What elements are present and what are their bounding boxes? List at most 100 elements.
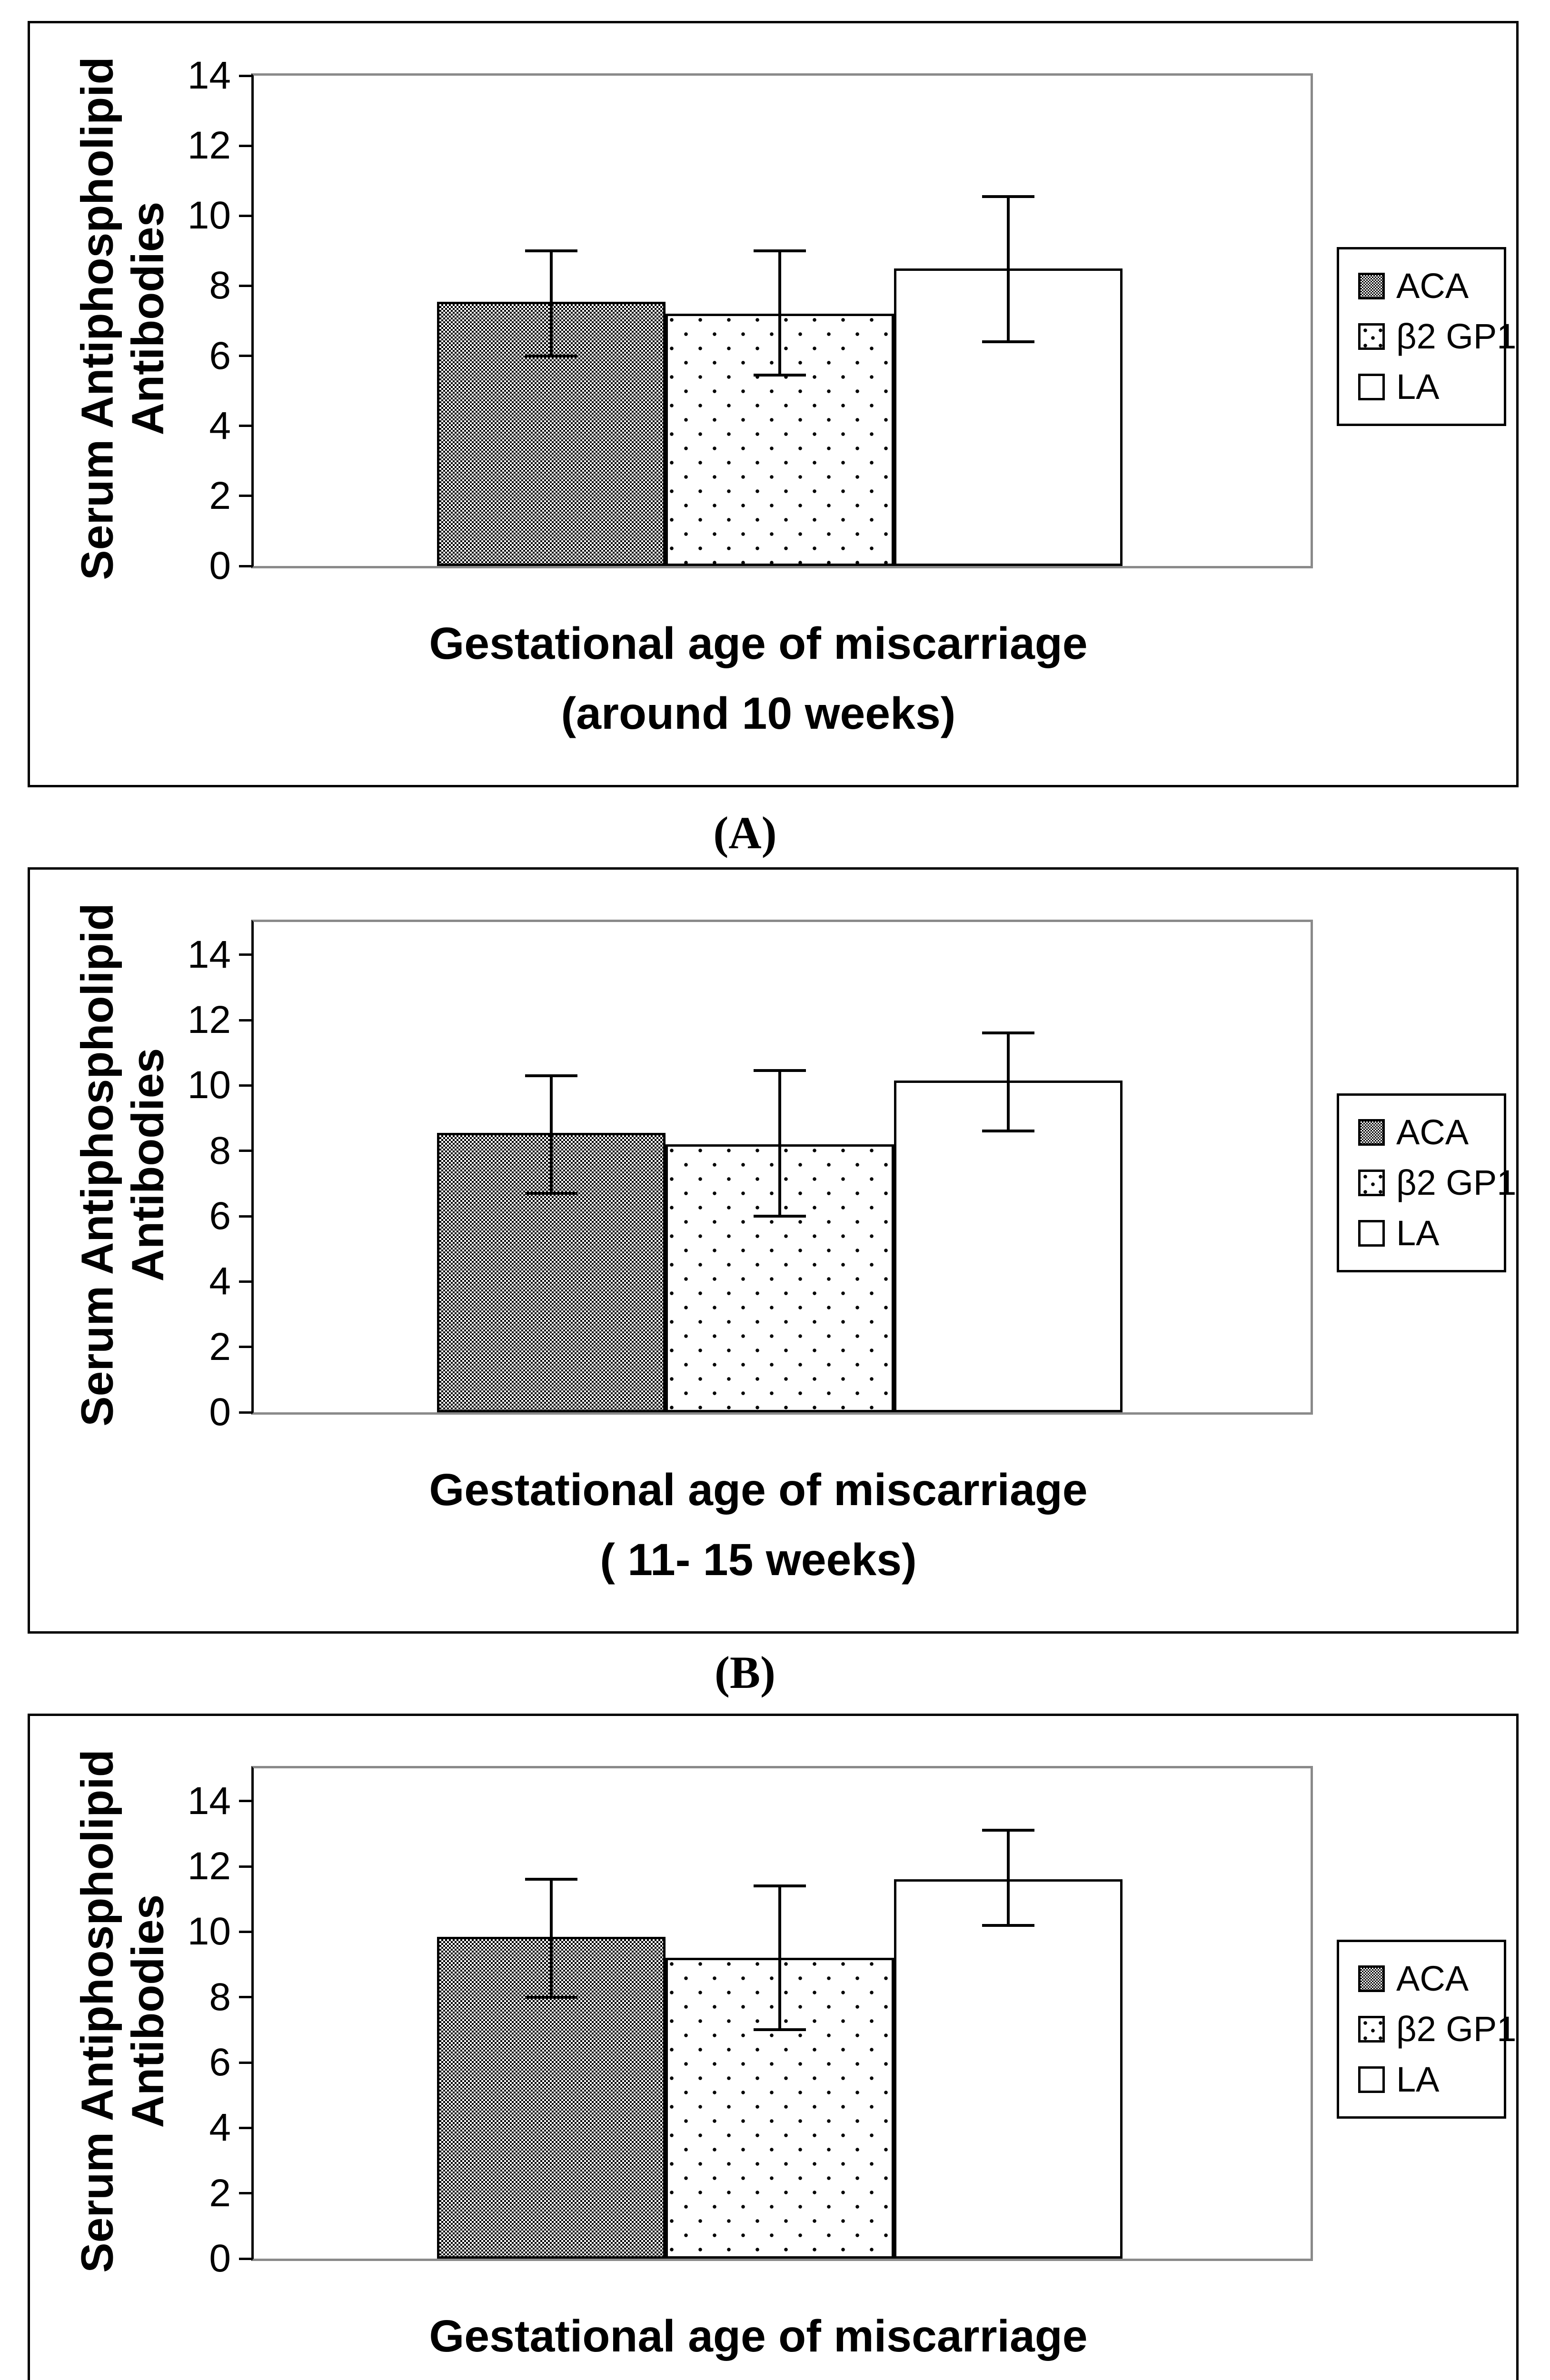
y-axis-tick	[239, 144, 251, 147]
y-axis-tick-label: 14	[187, 932, 231, 976]
errorbar-cap-top-la	[982, 1829, 1034, 1832]
errorbar-cap-top-la	[982, 1031, 1034, 1035]
legend-label-b2gp1: β2 GP1	[1396, 1163, 1517, 1202]
y-axis-tick	[239, 565, 251, 567]
errorbar-cap-bottom-aca	[525, 354, 577, 357]
plot-area: 0 2 4 6 8 10 12 14	[188, 1766, 1313, 2280]
panel-caption-b: (B)	[715, 1647, 775, 1698]
errorbar-cap-top-aca	[525, 1878, 577, 1881]
x-axis-title-line1: Gestational age of miscarriage	[429, 618, 1088, 669]
y-axis-title: Serum Antiphospholipid Antibodies	[72, 23, 174, 614]
y-axis-tick-label: 12	[187, 1844, 231, 1888]
y-axis-tick-label: 4	[209, 2106, 231, 2150]
y-axis-tick-label: 10	[187, 1063, 231, 1107]
y-axis-tick-label: 0	[209, 544, 231, 587]
y-axis-tick-label: 4	[209, 1259, 231, 1303]
bar-la	[894, 1081, 1123, 1412]
y-axis-tick	[239, 1865, 251, 1868]
y-axis-title-line2: Antibodies	[123, 201, 173, 436]
y-axis-tick	[239, 1930, 251, 1933]
checker-square-icon	[1358, 1965, 1385, 1992]
plot-area: 0 2 4 6 8 10 12 14	[188, 920, 1313, 1434]
errorbar-cap-bottom-b2gp1	[754, 2028, 806, 2032]
x-axis-title: Gestational age of miscarriage ( 11- 15 …	[230, 1455, 1287, 1596]
empty-square-icon	[1358, 374, 1385, 400]
y-axis-tick-label: 6	[209, 1194, 231, 1238]
y-axis-tick	[239, 2126, 251, 2129]
y-axis-tick-label: 12	[187, 124, 231, 168]
errorbar-cap-bottom-la	[982, 1130, 1034, 1133]
y-axis-tick	[239, 1800, 251, 1803]
x-axis-title-line2: ( More than 15 weeks)	[230, 2371, 1287, 2380]
errorbar-cap-bottom-b2gp1	[754, 374, 806, 377]
x-axis-title-line2: (around 10 weeks)	[561, 688, 956, 739]
y-axis-title-line1: Serum Antiphospholipid	[72, 57, 123, 580]
errorbar-line-b2gp1	[778, 1071, 781, 1216]
y-axis-tick-label: 12	[187, 998, 231, 1041]
y-axis-tick	[239, 284, 251, 287]
dotted-square-icon	[1358, 1170, 1385, 1196]
legend: ACA β2 GP1 LA	[1337, 1093, 1516, 1272]
errorbar-cap-bottom-aca	[525, 1191, 577, 1195]
y-axis-tick-label: 4	[209, 404, 231, 447]
checker-square-icon	[1358, 273, 1385, 299]
legend-item-b2gp1: β2 GP1	[1358, 1165, 1516, 1200]
panel-a: Serum Antiphospholipid Antibodies 0 2 4 6 8 1…	[28, 21, 1519, 787]
legend-label-b2gp1: β2 GP1	[1396, 317, 1517, 356]
y-axis-tick	[239, 1996, 251, 1999]
errorbar-line-la	[1007, 1830, 1010, 1925]
y-axis-tick-label: 6	[209, 2041, 231, 2084]
y-axis-tick	[239, 495, 251, 497]
y-axis-tick-label: 0	[209, 1390, 231, 1434]
checker-square-icon	[1358, 1119, 1385, 1146]
y-axis-tick	[239, 1084, 251, 1087]
legend-item-la: LA	[1358, 2062, 1494, 2097]
y-axis-tick	[239, 425, 251, 427]
errorbar-cap-bottom-la	[982, 340, 1034, 344]
x-axis-title-line2: ( 11- 15 weeks)	[600, 1535, 917, 1586]
bar-la	[894, 1879, 1123, 2259]
legend-label-aca: ACA	[1396, 266, 1469, 306]
y-axis-tick-label: 6	[209, 334, 231, 377]
y-axis-tick-label: 2	[209, 2171, 231, 2215]
x-axis-title-line1: Gestational age of miscarriage	[429, 1465, 1088, 1515]
legend-label-b2gp1: β2 GP1	[1396, 2009, 1517, 2049]
y-axis-tick-label: 8	[209, 1129, 231, 1172]
y-axis-tick	[239, 1215, 251, 1218]
legend: ACA β2 GP1 LA	[1337, 1940, 1516, 2119]
y-axis-tick	[239, 1280, 251, 1283]
dotted-square-icon	[1358, 2016, 1385, 2043]
errorbar-cap-top-b2gp1	[754, 249, 806, 252]
y-axis-title-line1: Serum Antiphospholipid	[72, 903, 123, 1427]
y-axis-tick-label: 14	[187, 54, 231, 97]
y-axis-tick-label: 8	[209, 264, 231, 307]
y-axis-tick-label: 2	[209, 1325, 231, 1368]
x-axis-title: Gestational age of miscarriage ( More th…	[230, 2301, 1287, 2380]
y-axis-tick-label: 14	[187, 1779, 231, 1823]
legend-label-la: LA	[1396, 367, 1440, 407]
errorbar-line-la	[1007, 1033, 1010, 1131]
errorbar-line-aca	[550, 1879, 553, 1997]
errorbar-cap-top-b2gp1	[754, 1069, 806, 1072]
legend-label-aca: ACA	[1396, 1112, 1469, 1152]
y-axis-title-line1: Serum Antiphospholipid	[72, 1749, 123, 2273]
errorbar-cap-top-aca	[525, 249, 577, 252]
errorbar-line-b2gp1	[778, 1886, 781, 2030]
legend-label-la: LA	[1396, 2060, 1440, 2099]
legend-label-la: LA	[1396, 1213, 1440, 1253]
x-axis-title-line1: Gestational age of miscarriage	[429, 2311, 1088, 2361]
y-axis-tick	[239, 74, 251, 77]
y-axis-tick	[239, 1150, 251, 1152]
legend-item-b2gp1: β2 GP1	[1358, 319, 1516, 354]
errorbar-cap-top-la	[982, 195, 1034, 198]
legend-item-aca: ACA	[1358, 1961, 1494, 1996]
errorbar-line-aca	[550, 1075, 553, 1193]
legend-item-la: LA	[1358, 1216, 1494, 1251]
errorbar-cap-bottom-aca	[525, 1995, 577, 1999]
y-axis-tick	[239, 214, 251, 217]
legend-item-b2gp1: β2 GP1	[1358, 2012, 1516, 2047]
dotted-square-icon	[1358, 323, 1385, 350]
